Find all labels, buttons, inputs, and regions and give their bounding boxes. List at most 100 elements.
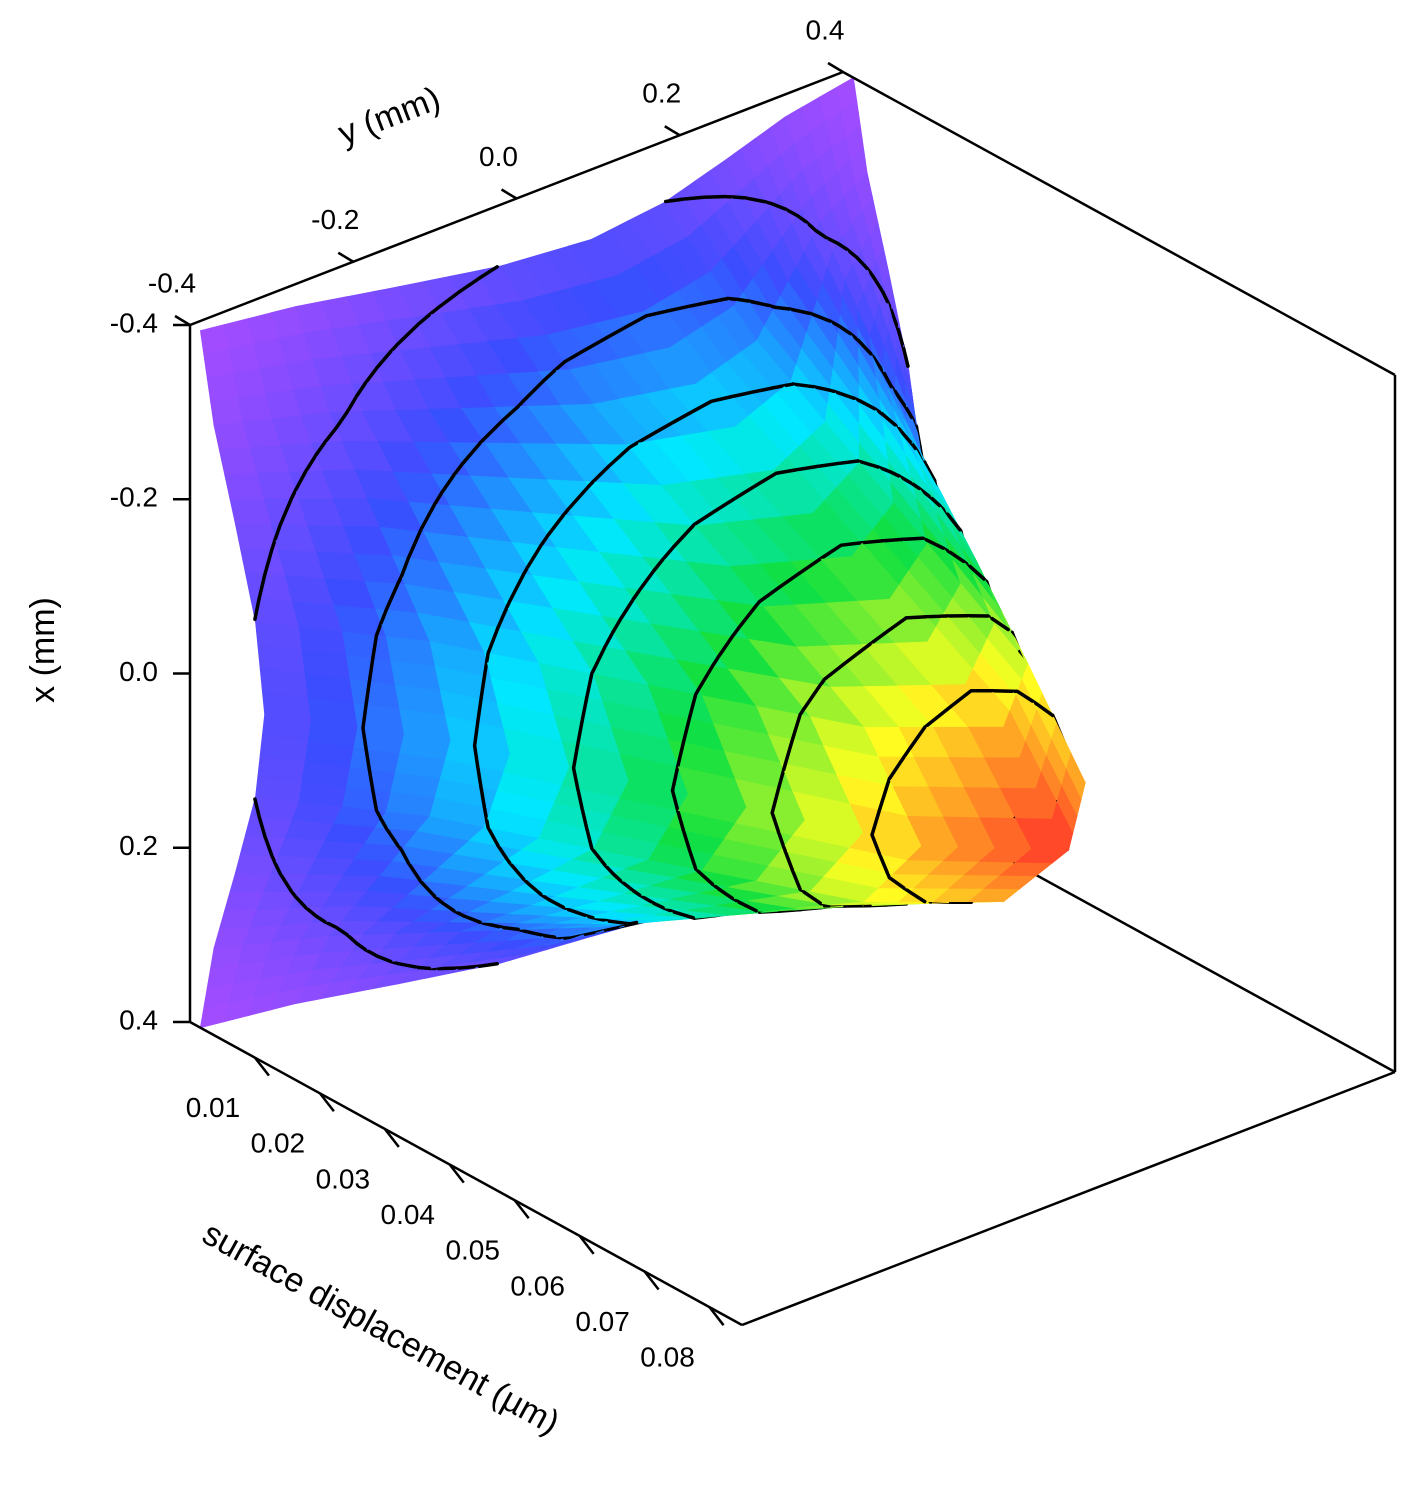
contour-line: [902, 746, 912, 760]
contour-line: [436, 966, 461, 971]
contour-line: [384, 582, 400, 612]
contour-line: [839, 541, 864, 547]
contour-line: [591, 464, 612, 484]
contour-line: [370, 787, 379, 812]
surface-patch: [203, 348, 235, 379]
contour-line: [539, 533, 550, 548]
contour-line: [648, 422, 673, 438]
contour-line: [379, 817, 388, 830]
contour-line: [863, 642, 872, 650]
contour-line: [485, 651, 490, 663]
contour-line: [583, 928, 608, 936]
contour-line: [361, 726, 368, 751]
contour-line: [477, 265, 499, 280]
x-tick-label: 0.4: [119, 1004, 158, 1035]
contour-line: [860, 539, 884, 545]
contour-line: [363, 365, 380, 385]
z-tick: [318, 1092, 335, 1113]
contour-line: [542, 933, 557, 939]
contour-line: [294, 469, 308, 492]
contour-line: [584, 826, 594, 850]
contour-line: [273, 861, 282, 876]
z-axis-title: surface displacement (µm): [196, 1214, 565, 1442]
surface-patch: [206, 372, 239, 403]
z-tick: [708, 1306, 725, 1326]
contour-line: [1036, 703, 1055, 718]
contour-line: [844, 247, 860, 260]
contour-line: [681, 828, 692, 852]
contour-line: [802, 683, 822, 711]
contour-line: [687, 692, 698, 721]
contour-line: [440, 473, 456, 494]
contour-line: [661, 905, 676, 914]
contour-line: [314, 914, 327, 924]
contour-line: [345, 393, 359, 414]
contour-line: [770, 383, 788, 390]
contour-line: [702, 194, 727, 199]
contour-line: [507, 861, 526, 881]
z-tick-label: 0.08: [640, 1342, 695, 1373]
contour-line: [460, 441, 482, 466]
x-tick-label: -0.2: [110, 482, 158, 513]
contour-line: [778, 570, 803, 589]
y-tick-label: 0.2: [642, 78, 681, 109]
contour-line: [930, 496, 942, 508]
contour-line: [257, 572, 267, 601]
contour-line: [323, 425, 339, 445]
contour-line: [496, 843, 510, 862]
contour-line: [757, 585, 782, 604]
contour-line: [607, 919, 632, 926]
contour-line: [253, 596, 261, 621]
contour-line: [563, 348, 587, 364]
contour-line: [482, 805, 489, 823]
z-tick-label: 0.05: [445, 1235, 500, 1266]
z-tick: [643, 1270, 660, 1291]
z-tick-label: 0.02: [251, 1128, 306, 1159]
contour-line: [772, 305, 791, 311]
box-edge: [741, 1070, 1396, 1327]
contour-line: [507, 572, 526, 604]
contour-line: [730, 625, 741, 639]
contour-line: [263, 548, 274, 577]
contour-line: [815, 461, 840, 469]
contour-line: [787, 307, 812, 316]
contour-line: [580, 695, 589, 724]
contour-line: [713, 496, 738, 513]
contour-line: [924, 538, 945, 550]
contour-line: [406, 530, 422, 560]
contour-line: [877, 783, 889, 813]
contour-line: [374, 621, 383, 638]
x-tick-label: -0.4: [110, 307, 158, 338]
contour-line: [303, 905, 318, 918]
contour-line: [783, 849, 795, 873]
contour-line: [882, 371, 894, 389]
x-axis-title: x (mm): [24, 597, 62, 703]
contour-line: [406, 861, 422, 883]
contour-line: [278, 497, 293, 527]
contour-line: [457, 964, 482, 970]
contour-line: [911, 443, 918, 451]
contour-line: [868, 630, 888, 646]
contour-line: [710, 654, 721, 668]
contour-line: [887, 469, 901, 478]
contour-line: [257, 814, 267, 838]
contour-line: [375, 954, 393, 964]
contour-line: [481, 921, 506, 930]
contour-line: [355, 381, 368, 398]
contour-line: [486, 825, 500, 848]
contour-line: [294, 895, 308, 910]
contour-line: [855, 256, 869, 271]
contour-line: [501, 925, 520, 932]
contour-line: [835, 459, 860, 466]
box-edge: [189, 1020, 743, 1327]
contour-line: [355, 941, 368, 952]
contour-line: [887, 875, 906, 890]
contour-line: [945, 512, 962, 532]
contour-line: [631, 889, 642, 897]
surface-patch: [239, 548, 286, 577]
contour-line: [590, 645, 607, 674]
contour-line: [770, 202, 788, 211]
contour-line: [676, 741, 686, 768]
contour-line: [525, 544, 543, 569]
contour-line: [754, 471, 779, 488]
